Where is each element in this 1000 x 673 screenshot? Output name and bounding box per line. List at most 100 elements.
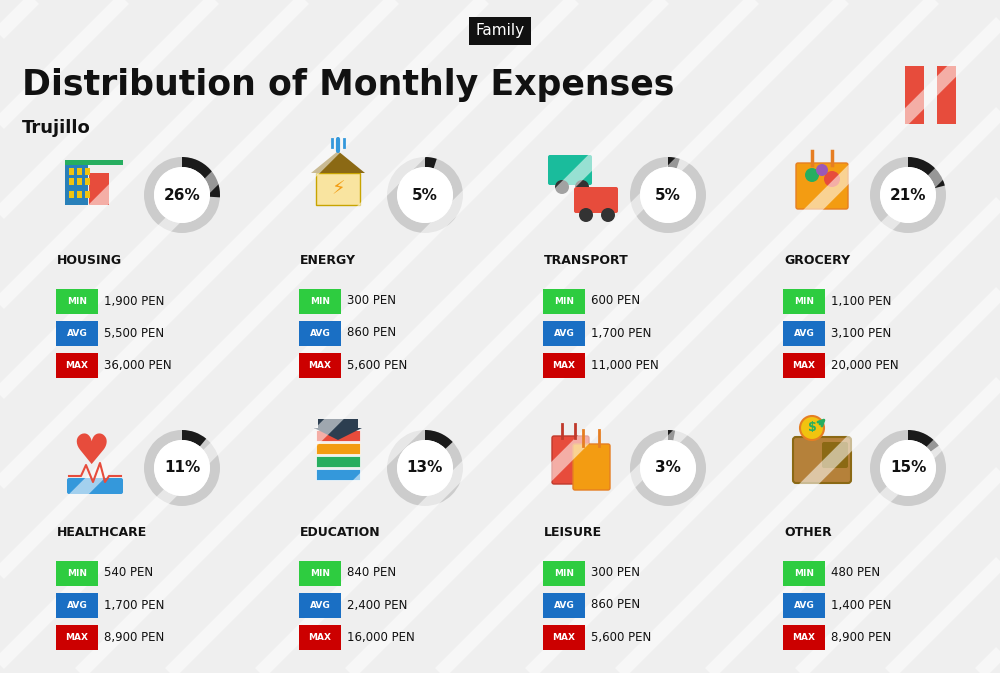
Text: 13%: 13% [407, 460, 443, 476]
Wedge shape [387, 157, 463, 233]
FancyBboxPatch shape [299, 353, 341, 378]
Text: 5,600 PEN: 5,600 PEN [591, 631, 651, 643]
FancyBboxPatch shape [793, 437, 851, 483]
Text: AVG: AVG [794, 328, 814, 337]
Polygon shape [311, 151, 365, 173]
FancyBboxPatch shape [299, 625, 341, 649]
Wedge shape [425, 157, 437, 168]
Circle shape [640, 167, 696, 223]
Circle shape [601, 208, 615, 222]
Circle shape [640, 440, 696, 496]
Text: 15%: 15% [890, 460, 926, 476]
FancyBboxPatch shape [822, 442, 848, 468]
Text: 1,700 PEN: 1,700 PEN [104, 598, 164, 612]
Text: 3,100 PEN: 3,100 PEN [831, 326, 891, 339]
Text: Trujillo: Trujillo [22, 119, 91, 137]
Circle shape [555, 180, 569, 194]
Text: $: $ [808, 421, 816, 435]
Circle shape [579, 208, 593, 222]
Text: 840 PEN: 840 PEN [347, 567, 396, 579]
Wedge shape [387, 430, 463, 506]
Text: MIN: MIN [67, 297, 87, 306]
Text: 5%: 5% [412, 188, 438, 203]
FancyBboxPatch shape [574, 187, 618, 213]
Text: MIN: MIN [554, 569, 574, 577]
Circle shape [154, 167, 210, 223]
Text: MAX: MAX [66, 361, 88, 369]
Text: HOUSING: HOUSING [57, 254, 122, 267]
Text: Family: Family [475, 24, 525, 38]
FancyBboxPatch shape [77, 168, 82, 175]
Text: 1,400 PEN: 1,400 PEN [831, 598, 891, 612]
Text: MAX: MAX [552, 361, 576, 369]
Wedge shape [668, 430, 675, 441]
Wedge shape [668, 157, 680, 168]
Text: MAX: MAX [308, 361, 332, 369]
FancyBboxPatch shape [543, 320, 585, 345]
FancyBboxPatch shape [316, 443, 360, 454]
Wedge shape [908, 157, 945, 188]
Wedge shape [630, 430, 706, 506]
FancyBboxPatch shape [573, 444, 610, 490]
FancyBboxPatch shape [89, 173, 109, 205]
FancyBboxPatch shape [299, 289, 341, 314]
Wedge shape [870, 430, 946, 506]
FancyBboxPatch shape [56, 320, 98, 345]
FancyBboxPatch shape [77, 178, 82, 185]
FancyBboxPatch shape [69, 178, 74, 185]
Text: 860 PEN: 860 PEN [347, 326, 396, 339]
FancyBboxPatch shape [85, 168, 90, 175]
FancyBboxPatch shape [543, 625, 585, 649]
FancyBboxPatch shape [56, 289, 98, 314]
FancyBboxPatch shape [299, 592, 341, 618]
Text: 20,000 PEN: 20,000 PEN [831, 359, 899, 371]
Text: TRANSPORT: TRANSPORT [544, 254, 629, 267]
Circle shape [800, 416, 824, 440]
Text: ENERGY: ENERGY [300, 254, 356, 267]
FancyBboxPatch shape [56, 353, 98, 378]
FancyBboxPatch shape [783, 561, 825, 586]
FancyBboxPatch shape [543, 592, 585, 618]
Wedge shape [630, 157, 706, 233]
FancyBboxPatch shape [543, 353, 585, 378]
Text: 21%: 21% [890, 188, 926, 203]
FancyBboxPatch shape [77, 191, 82, 198]
FancyBboxPatch shape [783, 625, 825, 649]
FancyBboxPatch shape [318, 419, 358, 428]
FancyBboxPatch shape [783, 592, 825, 618]
Circle shape [824, 171, 840, 187]
Wedge shape [182, 430, 206, 446]
Text: 3%: 3% [655, 460, 681, 476]
Text: GROCERY: GROCERY [784, 254, 850, 267]
FancyBboxPatch shape [316, 173, 360, 205]
Text: AVG: AVG [554, 328, 574, 337]
FancyBboxPatch shape [548, 155, 592, 185]
FancyBboxPatch shape [69, 191, 74, 198]
Text: ♥: ♥ [72, 431, 110, 473]
Text: 860 PEN: 860 PEN [591, 598, 640, 612]
Circle shape [880, 440, 936, 496]
FancyBboxPatch shape [905, 66, 924, 124]
Text: 36,000 PEN: 36,000 PEN [104, 359, 172, 371]
Text: MAX: MAX [308, 633, 332, 641]
Circle shape [397, 167, 453, 223]
Text: MAX: MAX [793, 361, 816, 369]
FancyBboxPatch shape [543, 561, 585, 586]
Text: OTHER: OTHER [784, 526, 832, 540]
Circle shape [575, 180, 589, 194]
FancyBboxPatch shape [796, 163, 848, 209]
Text: 26%: 26% [164, 188, 200, 203]
FancyBboxPatch shape [783, 320, 825, 345]
Wedge shape [908, 430, 939, 452]
Text: MIN: MIN [310, 297, 330, 306]
Wedge shape [425, 430, 453, 449]
Text: 1,700 PEN: 1,700 PEN [591, 326, 651, 339]
Text: MAX: MAX [793, 633, 816, 641]
Text: 5,500 PEN: 5,500 PEN [104, 326, 164, 339]
FancyBboxPatch shape [316, 456, 360, 467]
Text: MIN: MIN [554, 297, 574, 306]
Text: ⚡: ⚡ [331, 180, 345, 199]
FancyBboxPatch shape [783, 353, 825, 378]
Text: AVG: AVG [554, 600, 574, 610]
FancyBboxPatch shape [543, 289, 585, 314]
